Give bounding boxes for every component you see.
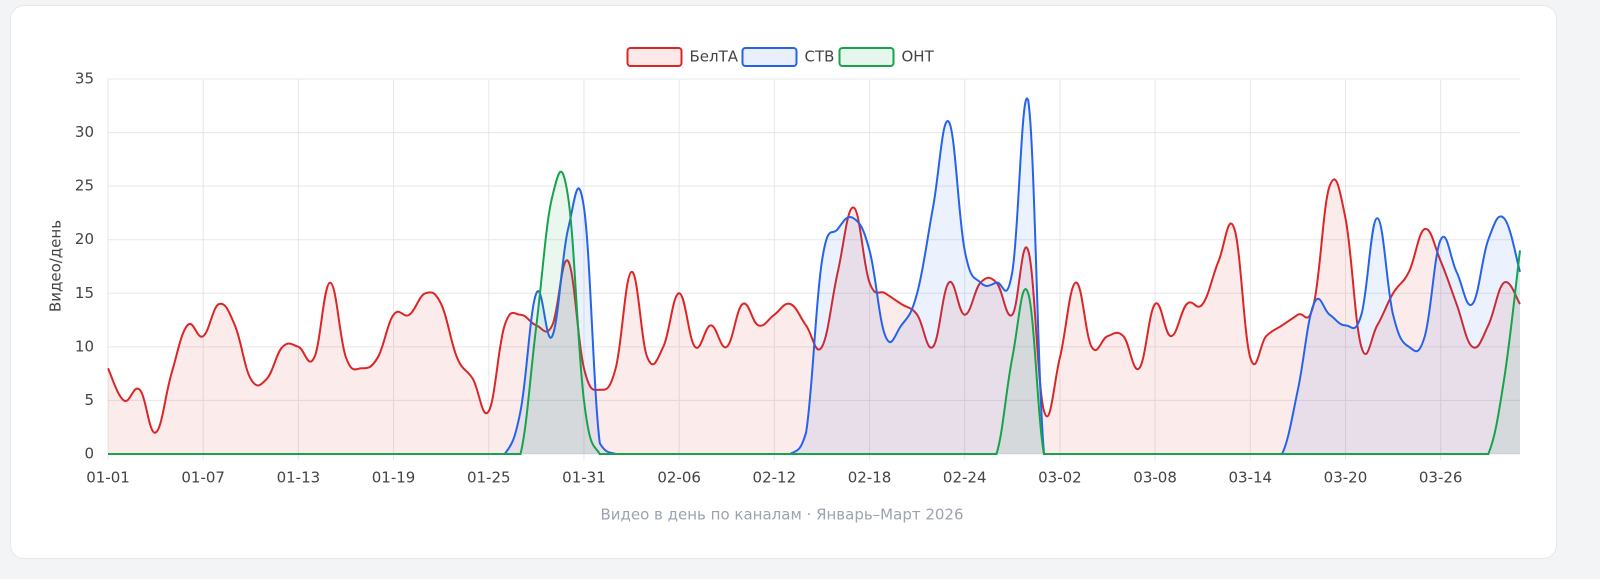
- x-tick-label: 02-24: [943, 469, 987, 487]
- x-tick-label: 01-13: [277, 469, 321, 487]
- y-tick-label: 15: [75, 284, 94, 302]
- x-tick-label: 01-31: [562, 469, 606, 487]
- y-tick-label: 20: [75, 230, 94, 248]
- legend-label: СТВ: [805, 48, 835, 66]
- area: [108, 98, 1520, 455]
- x-tick-label: 01-19: [372, 469, 416, 487]
- legend-swatch: [741, 47, 798, 67]
- x-tick-label: 03-08: [1133, 469, 1177, 487]
- x-tick-label: 01-01: [86, 469, 130, 487]
- x-tick-label: 02-12: [753, 469, 797, 487]
- chart-title: Видео в день по каналам · Январь–Март 20…: [600, 506, 963, 524]
- legend-swatch: [626, 47, 683, 67]
- x-tick-label: 03-14: [1228, 469, 1272, 487]
- legend-label: БелТА: [690, 48, 739, 66]
- y-tick-label: 0: [84, 445, 94, 463]
- y-tick-label: 5: [84, 391, 94, 409]
- y-tick-label: 30: [75, 123, 94, 141]
- y-axis-title: Видео/день: [47, 220, 65, 312]
- x-tick-label: 03-20: [1324, 469, 1368, 487]
- x-tick-label: 03-02: [1038, 469, 1082, 487]
- x-tick-label: 03-26: [1419, 469, 1463, 487]
- legend-swatch: [838, 47, 895, 67]
- y-tick-label: 25: [75, 177, 94, 195]
- line: [107, 178, 1521, 434]
- x-tick-label: 02-18: [848, 469, 892, 487]
- area: [108, 179, 1520, 454]
- legend-label: ОНТ: [902, 48, 935, 66]
- card: [10, 5, 1557, 559]
- x-tick-label: 02-06: [657, 469, 701, 487]
- line: [107, 170, 1521, 456]
- x-tick-label: 01-25: [467, 469, 511, 487]
- x-tick-label: 01-07: [181, 469, 225, 487]
- y-tick-label: 10: [75, 337, 94, 355]
- y-tick-label: 35: [75, 70, 94, 88]
